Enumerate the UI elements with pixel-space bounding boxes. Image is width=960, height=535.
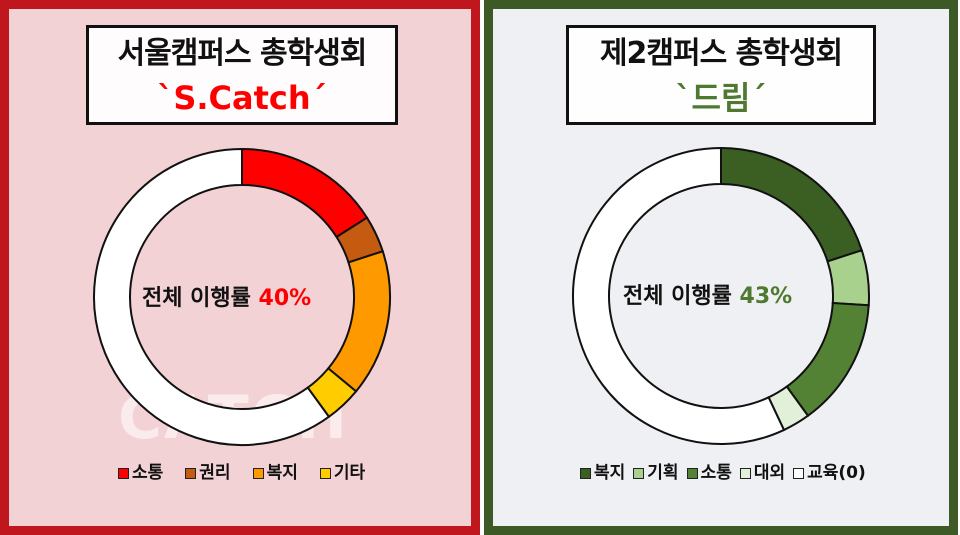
- seoul-title: 서울캠퍼스 총학생회: [117, 36, 368, 71]
- legend-item: 대외: [739, 462, 786, 484]
- legend-swatch: [793, 467, 805, 479]
- legend-label: 기타: [333, 463, 366, 483]
- legend-label: 복지: [594, 463, 626, 483]
- donut-segment-대외: [767, 385, 810, 432]
- legend-label: 권리: [199, 463, 231, 483]
- legend-swatch: [580, 467, 591, 479]
- legend-swatch: [686, 467, 698, 479]
- legend-label: 교육(0): [807, 463, 866, 483]
- donut-segment-기획: [826, 249, 870, 307]
- legend-swatch: [633, 467, 645, 479]
- legend-swatch: [118, 467, 129, 479]
- donut-segment-소통: [241, 147, 369, 239]
- legend-item: 기타: [319, 462, 366, 484]
- seoul-rate-label: 전체 이행률: [142, 286, 251, 311]
- legend-item: 소통: [686, 462, 732, 484]
- seoul-rate-value: 40%: [258, 286, 312, 311]
- legend-item: 복지: [580, 462, 625, 484]
- legend-item: 소통: [118, 462, 163, 484]
- campus2-subtitle: `드림´: [675, 79, 767, 117]
- legend-label: 소통: [132, 463, 164, 483]
- legend-item: 기획: [633, 462, 679, 484]
- donut-remainder: [93, 147, 331, 446]
- donut-segment-기타: [306, 366, 358, 419]
- seoul-title-box: 서울캠퍼스 총학생회 `S.Catch´: [86, 25, 398, 125]
- legend-swatch: [185, 467, 197, 479]
- legend-swatch: [252, 467, 264, 479]
- legend-item: 교육(0): [793, 462, 866, 484]
- campus2-title-box: 제2캠퍼스 총학생회 `드림´: [566, 25, 876, 125]
- legend-item: 복지: [252, 462, 298, 484]
- legend-swatch: [319, 467, 331, 479]
- donut-segment-복지: [720, 146, 864, 263]
- legend-label: 복지: [266, 463, 298, 483]
- campus2-legend: 복지 기획 소통 대외 교육(0): [580, 462, 866, 484]
- legend-label: 대외: [753, 463, 786, 483]
- legend-label: 기획: [647, 463, 679, 483]
- donut-remainder: [572, 146, 786, 445]
- seoul-center-label: 전체 이행률 40%: [142, 286, 311, 312]
- legend-item: 권리: [185, 462, 231, 484]
- seoul-subtitle: `S.Catch´: [157, 79, 327, 117]
- legend-label: 소통: [700, 463, 732, 483]
- campus2-rate-label: 전체 이행률: [623, 284, 732, 309]
- donut-segment-소통: [785, 301, 870, 418]
- legend-swatch: [739, 467, 751, 479]
- seoul-legend: 소통 권리 복지 기타: [118, 462, 365, 484]
- campus2-title: 제2캠퍼스 총학생회: [599, 36, 843, 71]
- campus2-center-label: 전체 이행률 43%: [623, 284, 792, 310]
- campus2-rate-value: 43%: [739, 284, 793, 309]
- donut-segment-복지: [326, 250, 391, 393]
